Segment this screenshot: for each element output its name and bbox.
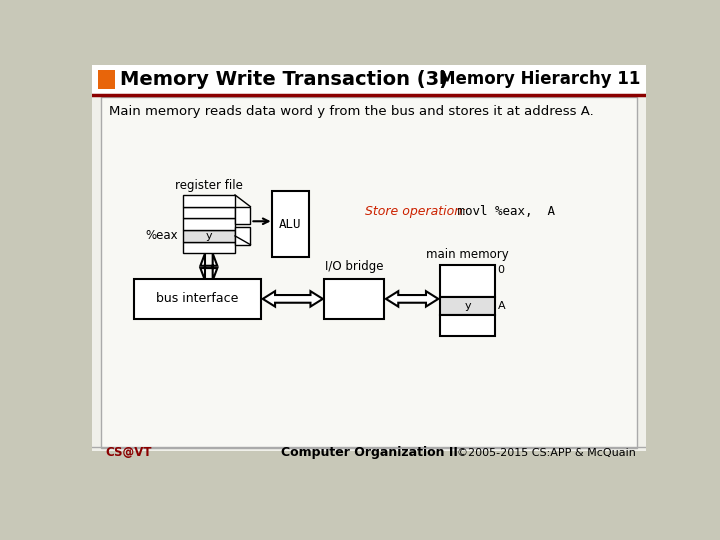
Bar xyxy=(183,218,235,230)
Text: register file: register file xyxy=(175,179,243,192)
Text: movl %eax,  A: movl %eax, A xyxy=(450,205,555,218)
Bar xyxy=(98,70,115,89)
Text: Memory Write Transaction (3): Memory Write Transaction (3) xyxy=(120,70,448,89)
Bar xyxy=(272,191,309,257)
Text: CS@VT: CS@VT xyxy=(106,447,152,460)
Text: bus interface: bus interface xyxy=(156,292,239,306)
Bar xyxy=(183,195,235,207)
Text: I/O bridge: I/O bridge xyxy=(325,260,384,273)
Text: Computer Organization II: Computer Organization II xyxy=(281,447,457,460)
Polygon shape xyxy=(200,253,217,280)
Bar xyxy=(183,242,235,253)
Text: y: y xyxy=(464,301,471,310)
Bar xyxy=(440,297,495,315)
Polygon shape xyxy=(386,291,438,307)
Bar xyxy=(101,97,637,448)
Text: ALU: ALU xyxy=(279,218,302,231)
Text: %eax: %eax xyxy=(145,230,178,242)
Text: Memory Hierarchy 11: Memory Hierarchy 11 xyxy=(438,70,640,89)
Text: Store operation:: Store operation: xyxy=(365,205,467,218)
Bar xyxy=(183,230,235,242)
Bar xyxy=(440,265,495,297)
Text: A: A xyxy=(498,301,505,310)
Text: ©2005-2015 CS:APP & McQuain: ©2005-2015 CS:APP & McQuain xyxy=(456,448,636,458)
Text: main memory: main memory xyxy=(426,248,509,261)
Bar xyxy=(92,95,647,451)
Text: 0: 0 xyxy=(498,265,505,275)
Polygon shape xyxy=(263,291,323,307)
Bar xyxy=(324,279,384,319)
Bar xyxy=(183,207,235,218)
Bar xyxy=(235,207,251,224)
Bar xyxy=(235,227,251,245)
Bar xyxy=(134,279,261,319)
Bar xyxy=(440,315,495,336)
Bar xyxy=(92,65,647,94)
Text: Main memory reads data word y from the bus and stores it at address A.: Main memory reads data word y from the b… xyxy=(109,105,593,118)
Text: y: y xyxy=(205,231,212,241)
